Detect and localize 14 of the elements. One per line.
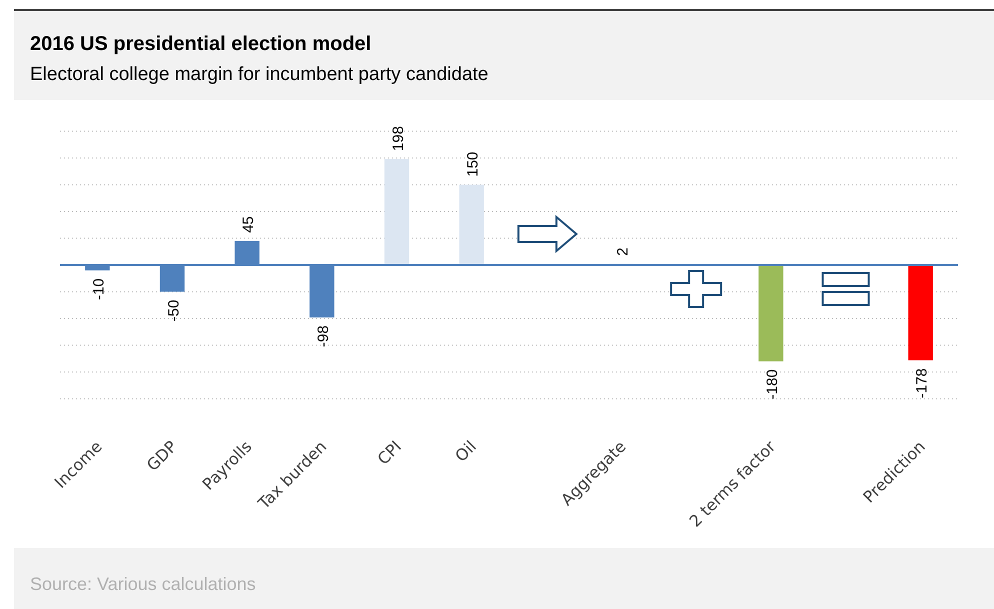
x-tick-label: Oil — [451, 436, 480, 466]
data-label: 150 — [464, 152, 482, 177]
source-note: Source: Various calculations — [30, 574, 256, 594]
data-label: 45 — [240, 216, 258, 233]
data-label: -98 — [314, 325, 332, 348]
data-label: -50 — [165, 300, 182, 322]
chart-title: 2016 US presidential election model — [30, 33, 372, 55]
x-tick-label: CPI — [374, 436, 406, 468]
data-label: 198 — [390, 126, 407, 152]
data-label: 2 — [614, 248, 632, 256]
data-label: -10 — [90, 278, 108, 300]
data-label: -178 — [914, 368, 931, 398]
data-label: -180 — [764, 369, 781, 400]
chart-subtitle: Electoral college margin for incumbent party candidate — [30, 64, 488, 85]
